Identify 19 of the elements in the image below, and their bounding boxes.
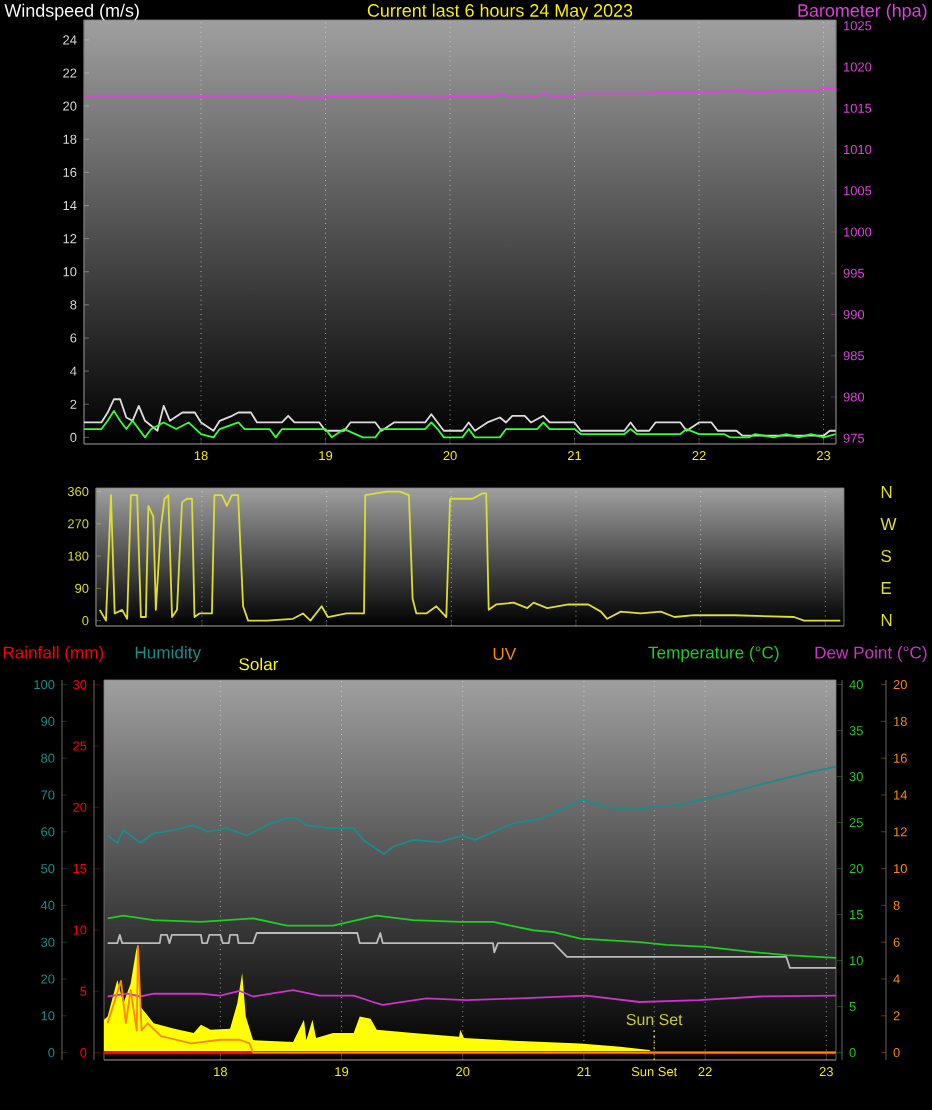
text: UV xyxy=(493,648,517,660)
text: S xyxy=(881,549,892,563)
text: E xyxy=(881,582,892,594)
text: Solar xyxy=(239,657,279,671)
line-series xyxy=(106,932,836,969)
chart-title: Current last 6 hours 24 May 2023 xyxy=(367,3,633,21)
y-axis-title: Windspeed (m/s) xyxy=(4,3,139,21)
line-series xyxy=(106,765,836,855)
line-series xyxy=(106,914,836,959)
text: W xyxy=(880,518,897,530)
text: Dew Point (°C) xyxy=(815,646,927,662)
text: Temperature (°C) xyxy=(648,646,779,662)
line-series xyxy=(106,989,836,1006)
text: Rainfall (mm) xyxy=(3,646,104,662)
text: N xyxy=(881,486,892,498)
text: Humidity xyxy=(135,646,201,662)
y2-axis-title: Barometer (hpa) xyxy=(798,3,927,21)
text: N xyxy=(881,614,892,626)
line-series xyxy=(98,490,842,622)
